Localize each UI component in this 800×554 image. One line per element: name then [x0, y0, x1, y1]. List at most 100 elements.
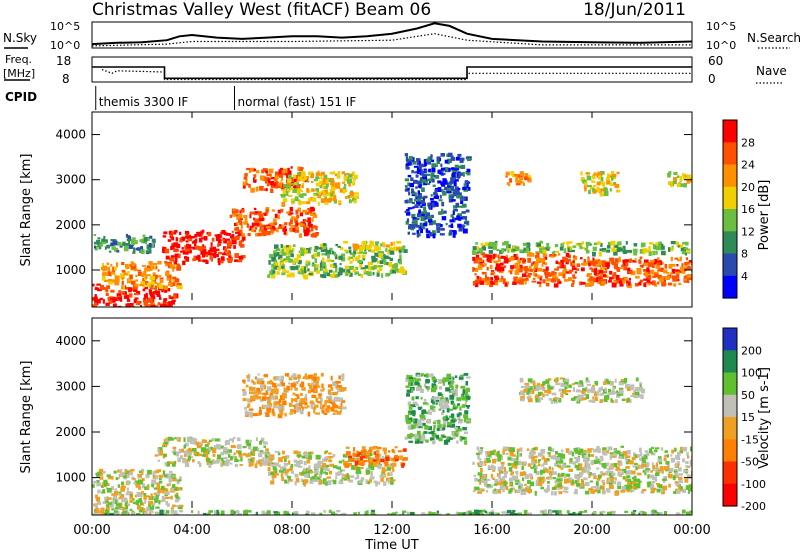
velocity-cell: [140, 508, 146, 512]
power-cell: [418, 209, 421, 214]
power-cell: [425, 212, 430, 216]
velocity-cell: [436, 510, 439, 514]
velocity-cell: [579, 471, 584, 475]
power-cell: [476, 246, 480, 251]
velocity-cell: [636, 387, 641, 392]
power-cell: [178, 253, 181, 259]
power-cell: [295, 174, 300, 177]
power-cell: [390, 268, 394, 271]
velocity-cell: [478, 450, 483, 455]
power-cell: [335, 173, 338, 177]
velocity-cell: [680, 486, 683, 490]
velocity-cell: [609, 456, 612, 460]
velocity-cell: [582, 469, 587, 472]
power-cell: [198, 237, 203, 243]
velocity-cell: [186, 458, 190, 462]
velocity-cell: [581, 390, 585, 395]
velocity-cell: [368, 462, 371, 467]
power-cell: [558, 281, 562, 284]
power-cell: [397, 269, 400, 273]
power-cell: [125, 233, 128, 237]
velocity-cell: [503, 446, 508, 450]
velocity-cell: [601, 472, 605, 476]
power-cell: [258, 214, 263, 219]
velocity-cell: [239, 463, 243, 466]
velocity-cell: [327, 480, 332, 486]
power-cell: [320, 174, 323, 180]
velocity-cell: [118, 496, 122, 500]
power-cell: [253, 168, 256, 172]
power-cell: [683, 183, 687, 188]
velocity-cell: [613, 452, 617, 457]
power-cell: [671, 263, 676, 267]
velocity-cell: [484, 511, 488, 514]
power-cell: [345, 196, 348, 199]
velocity-cell: [322, 478, 327, 482]
power-cell: [355, 245, 360, 249]
power-cell: [524, 176, 529, 181]
power-cell: [506, 244, 509, 248]
velocity-cell: [557, 452, 561, 458]
velocity-cell: [618, 468, 622, 471]
velocity-cell: [240, 457, 243, 462]
power-cell: [414, 161, 417, 164]
velocity-cell: [183, 437, 186, 442]
velocity-cell: [576, 468, 581, 471]
velocity-cell: [597, 489, 601, 494]
power-cell: [446, 153, 449, 157]
velocity-cell: [325, 468, 330, 472]
power-cell: [654, 273, 659, 278]
velocity-cell: [140, 494, 143, 498]
power-cell: [171, 244, 175, 250]
power-cell: [569, 246, 572, 251]
power-cell: [573, 255, 576, 258]
velocity-cell: [266, 408, 271, 413]
power-cell: [118, 297, 122, 301]
power-cell: [687, 178, 691, 183]
power-cell: [116, 250, 120, 253]
power-cell: [208, 250, 211, 254]
power-cell: [311, 197, 317, 202]
velocity-cell: [620, 451, 625, 456]
power-cell: [383, 260, 387, 265]
velocity-cell: [401, 463, 406, 467]
power-cell: [235, 214, 239, 217]
velocity-cell: [289, 408, 294, 413]
velocity-cell: [304, 406, 309, 409]
velocity-cell: [223, 447, 228, 452]
velocity-cell: [145, 473, 150, 479]
power-cell: [300, 270, 304, 275]
power-cell: [543, 256, 548, 260]
velocity-cell: [271, 395, 274, 400]
power-cell: [614, 264, 617, 270]
power-cell: [266, 231, 271, 236]
power-cell: [452, 230, 457, 235]
power-cell: [589, 267, 593, 270]
power-cell: [482, 245, 486, 249]
velocity-cell: [473, 474, 476, 477]
power-cell: [145, 292, 148, 296]
velocity-cell: [572, 511, 576, 515]
velocity-cell: [607, 478, 613, 483]
velocity-cell: [338, 471, 342, 476]
power-cell: [285, 186, 290, 189]
power-cell: [539, 248, 543, 253]
velocity-cell: [328, 397, 331, 401]
power-cell: [436, 230, 441, 233]
power-colorbar-swatch-6: [723, 253, 737, 277]
power-cell: [661, 250, 666, 256]
velocity-cell: [634, 462, 638, 465]
velocity-cell: [318, 474, 322, 478]
power-cell: [619, 282, 624, 287]
power-cell: [170, 255, 175, 259]
power-colorbar-swatch-1: [723, 142, 737, 166]
power-cell: [94, 245, 98, 251]
velocity-cell: [526, 448, 530, 451]
power-cell: [211, 247, 214, 250]
velocity-cell: [510, 483, 513, 486]
power-cell: [686, 174, 692, 180]
velocity-cell: [513, 461, 519, 466]
power-cell: [559, 262, 562, 267]
power-cell: [450, 167, 455, 170]
power-cell: [325, 180, 329, 185]
